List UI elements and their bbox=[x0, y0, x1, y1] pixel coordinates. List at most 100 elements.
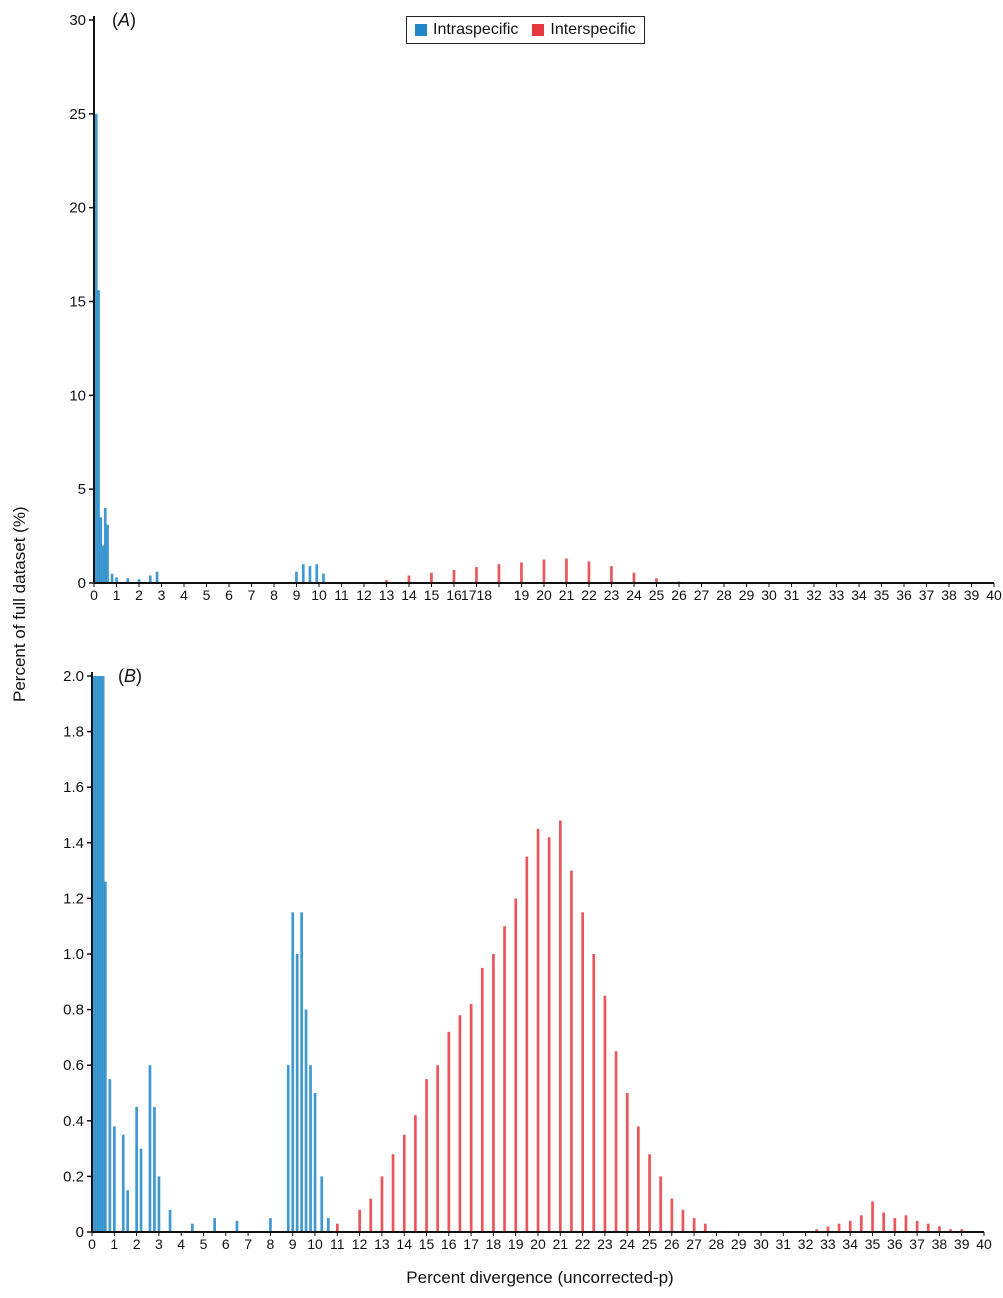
bar-b-intraspecific-15 bbox=[168, 1209, 172, 1232]
bar-b-interspecific-33 bbox=[815, 1229, 819, 1232]
bar-b-intraspecific-10 bbox=[135, 1106, 138, 1232]
bar-b-intraspecific-26 bbox=[313, 1093, 317, 1232]
bar-b-intraspecific-2 bbox=[97, 676, 101, 1232]
x-tick-label-a-16: 16 bbox=[446, 587, 462, 603]
bar-b-interspecific-41 bbox=[904, 1215, 908, 1232]
legend-item-interspecific: Interspecific bbox=[532, 21, 636, 39]
x-tick-label-a-29: 29 bbox=[739, 587, 755, 603]
x-tick-label-a-13: 13 bbox=[379, 587, 395, 603]
x-tick-label-b-13: 13 bbox=[374, 1236, 390, 1252]
bar-b-interspecific-1 bbox=[358, 1209, 361, 1232]
x-tick-label-b-37: 37 bbox=[909, 1236, 925, 1252]
x-tick-label-b-4: 4 bbox=[177, 1236, 185, 1252]
bar-a-intraspecific-5 bbox=[106, 524, 109, 583]
x-tick-label-b-7: 7 bbox=[244, 1236, 252, 1252]
x-tick-label-a-7: 7 bbox=[248, 587, 256, 603]
bar-b-intraspecific-23 bbox=[300, 912, 303, 1232]
x-tick-label-a-23: 23 bbox=[604, 587, 620, 603]
y-tick-label-a-2: 10 bbox=[69, 387, 86, 404]
y-tick-label-b-1: 0.2 bbox=[63, 1168, 84, 1185]
x-axis-label: Percent divergence (uncorrected-p) bbox=[406, 1268, 674, 1287]
bar-b-intraspecific-27 bbox=[320, 1176, 324, 1232]
bar-b-intraspecific-13 bbox=[153, 1106, 156, 1232]
x-tick-label-b-12: 12 bbox=[352, 1236, 368, 1252]
x-tick-label-b-9: 9 bbox=[289, 1236, 297, 1252]
bar-b-intraspecific-5 bbox=[104, 881, 107, 1232]
bar-a-intraspecific-0 bbox=[94, 113, 98, 584]
x-tick-label-a-9: 9 bbox=[293, 587, 301, 603]
bar-b-interspecific-28 bbox=[659, 1176, 662, 1232]
bar-a-interspecific-8 bbox=[542, 559, 546, 583]
x-tick-label-a-11: 11 bbox=[334, 587, 349, 603]
x-tick-label-b-23: 23 bbox=[597, 1236, 613, 1252]
y-tick-label-b-9: 1.8 bbox=[63, 724, 84, 741]
legend-swatch-interspecific bbox=[532, 24, 545, 36]
x-tick-label-b-11: 11 bbox=[330, 1236, 345, 1252]
bar-a-intraspecific-13 bbox=[301, 564, 305, 583]
bar-b-interspecific-20 bbox=[570, 870, 573, 1232]
bar-b-interspecific-6 bbox=[414, 1115, 417, 1232]
x-tick-label-a-32: 32 bbox=[806, 587, 822, 603]
bar-b-interspecific-32 bbox=[703, 1223, 707, 1232]
x-tick-label-b-24: 24 bbox=[619, 1236, 635, 1252]
x-tick-label-b-39: 39 bbox=[954, 1236, 970, 1252]
x-tick-label-b-1: 1 bbox=[110, 1236, 118, 1252]
y-tick-label-b-5: 1.0 bbox=[63, 946, 84, 963]
y-tick-label-a-4: 20 bbox=[69, 200, 86, 217]
bar-b-interspecific-30 bbox=[681, 1209, 685, 1232]
x-tick-label-b-38: 38 bbox=[932, 1236, 948, 1252]
bar-b-interspecific-18 bbox=[547, 837, 551, 1232]
x-tick-label-a-0: 0 bbox=[90, 587, 98, 603]
bar-b-interspecific-34 bbox=[826, 1226, 830, 1232]
x-tick-label-b-21: 21 bbox=[553, 1236, 569, 1252]
bar-b-intraspecific-9 bbox=[126, 1190, 129, 1232]
bar-a-intraspecific-4 bbox=[103, 507, 107, 583]
bar-b-intraspecific-8 bbox=[121, 1134, 125, 1232]
bar-a-intraspecific-7 bbox=[115, 577, 118, 583]
x-tick-label-b-19: 19 bbox=[508, 1236, 524, 1252]
x-tick-label-b-10: 10 bbox=[307, 1236, 323, 1252]
bar-b-interspecific-5 bbox=[402, 1134, 406, 1232]
x-tick-label-b-20: 20 bbox=[530, 1236, 546, 1252]
bar-b-interspecific-17 bbox=[536, 828, 540, 1232]
y-axis-label: Percent of full dataset (%) bbox=[10, 506, 29, 702]
bar-b-interspecific-14 bbox=[503, 926, 506, 1232]
x-tick-label-b-8: 8 bbox=[267, 1236, 275, 1252]
x-tick-label-b-36: 36 bbox=[887, 1236, 903, 1252]
x-tick-label-a-37: 37 bbox=[919, 587, 935, 603]
bar-a-interspecific-9 bbox=[565, 558, 568, 583]
bar-a-intraspecific-14 bbox=[308, 566, 312, 583]
bar-b-interspecific-11 bbox=[469, 1004, 473, 1232]
x-tick-label-a-5: 5 bbox=[203, 587, 211, 603]
x-tick-label-a-34: 34 bbox=[851, 587, 867, 603]
x-tick-label-a-12: 12 bbox=[356, 587, 372, 603]
x-tick-label-b-6: 6 bbox=[222, 1236, 230, 1252]
bar-b-interspecific-43 bbox=[926, 1223, 930, 1232]
x-tick-label-b-40: 40 bbox=[976, 1236, 992, 1252]
y-tick-label-b-10: 2.0 bbox=[63, 668, 84, 685]
x-tick-label-a-6: 6 bbox=[225, 587, 233, 603]
bar-b-intraspecific-25 bbox=[309, 1065, 312, 1232]
x-tick-label-a-30: 30 bbox=[761, 587, 777, 603]
y-tick-label-a-6: 30 bbox=[69, 12, 86, 29]
x-tick-label-a-39: 39 bbox=[964, 587, 980, 603]
bar-a-interspecific-13 bbox=[655, 578, 658, 583]
x-tick-label-a-25: 25 bbox=[649, 587, 665, 603]
panel-label-b: (B) bbox=[118, 666, 143, 686]
bar-b-interspecific-7 bbox=[425, 1079, 428, 1232]
bar-a-interspecific-11 bbox=[610, 566, 613, 583]
x-tick-label-b-0: 0 bbox=[88, 1236, 96, 1252]
bar-b-intraspecific-19 bbox=[269, 1218, 272, 1232]
bar-b-interspecific-37 bbox=[860, 1215, 863, 1232]
x-tick-label-b-35: 35 bbox=[865, 1236, 881, 1252]
bar-b-interspecific-27 bbox=[648, 1154, 651, 1232]
bar-b-intraspecific-4 bbox=[101, 676, 105, 1232]
x-tick-label-b-33: 33 bbox=[820, 1236, 836, 1252]
y-tick-label-b-6: 1.2 bbox=[63, 890, 84, 907]
y-tick-label-a-3: 15 bbox=[69, 294, 86, 311]
bar-b-interspecific-42 bbox=[915, 1220, 919, 1232]
bar-b-interspecific-23 bbox=[603, 995, 607, 1232]
bar-b-interspecific-31 bbox=[692, 1218, 696, 1232]
bar-b-intraspecific-17 bbox=[213, 1218, 216, 1232]
x-tick-label-a-27: 27 bbox=[694, 587, 710, 603]
